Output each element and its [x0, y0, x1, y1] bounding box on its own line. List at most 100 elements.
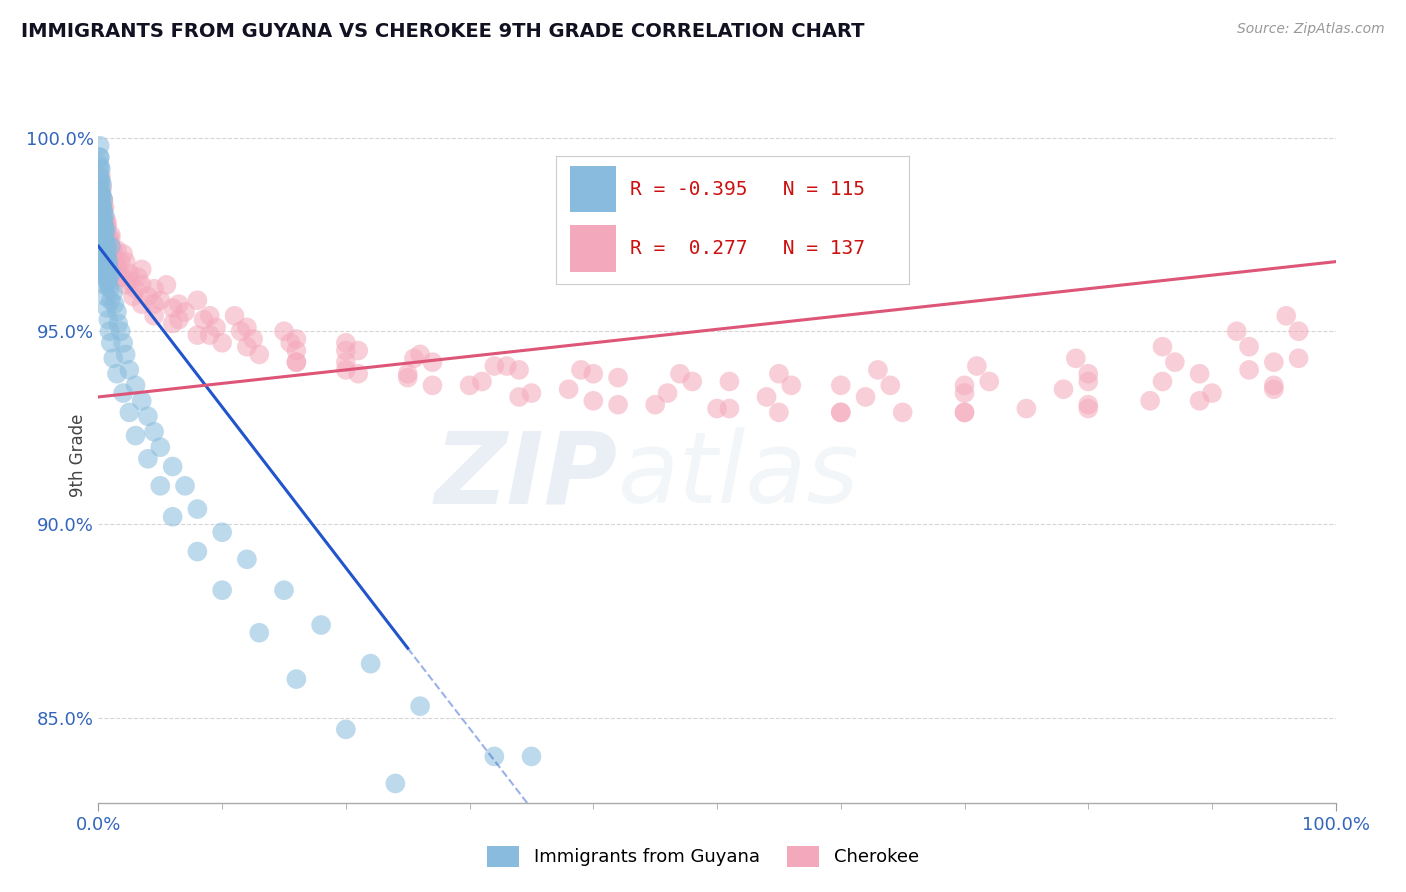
Point — [433, 834, 456, 848]
Point — [1288, 324, 1310, 338]
Point — [768, 367, 790, 381]
Point — [112, 335, 135, 350]
Point — [97, 231, 120, 245]
Point — [89, 169, 111, 184]
Point — [131, 277, 153, 292]
Point — [105, 305, 128, 319]
Point — [90, 161, 112, 176]
Point — [1077, 401, 1099, 416]
Point — [136, 451, 159, 466]
Point — [90, 169, 112, 184]
Point — [89, 158, 111, 172]
Point — [471, 375, 494, 389]
Point — [1237, 340, 1260, 354]
Point — [93, 227, 115, 242]
Point — [94, 247, 117, 261]
Legend: Immigrants from Guyana, Cherokee: Immigrants from Guyana, Cherokee — [479, 838, 927, 874]
Point — [97, 254, 120, 268]
Point — [278, 335, 301, 350]
Point — [93, 216, 115, 230]
Point — [93, 254, 115, 268]
Point — [335, 355, 357, 369]
Point — [100, 231, 122, 245]
Point — [96, 216, 118, 230]
Point — [100, 239, 122, 253]
Point — [114, 277, 136, 292]
Point — [93, 201, 115, 215]
Point — [582, 393, 605, 408]
Point — [335, 335, 357, 350]
Point — [114, 347, 136, 361]
Point — [91, 181, 114, 195]
Point — [90, 208, 112, 222]
Point — [103, 254, 125, 268]
Point — [124, 282, 146, 296]
Point — [110, 324, 132, 338]
Point — [198, 309, 221, 323]
Point — [103, 297, 125, 311]
Point — [335, 723, 357, 737]
Point — [149, 293, 172, 308]
Point — [97, 312, 120, 326]
Point — [1226, 324, 1249, 338]
Point — [273, 583, 295, 598]
Point — [644, 398, 666, 412]
Point — [1077, 398, 1099, 412]
Point — [89, 173, 111, 187]
Point — [98, 270, 121, 285]
Point — [93, 277, 115, 292]
Point — [94, 259, 117, 273]
Point — [335, 343, 357, 358]
Point — [347, 367, 370, 381]
Point — [211, 583, 233, 598]
Point — [118, 274, 141, 288]
Point — [229, 324, 252, 338]
Point — [508, 363, 530, 377]
Point — [186, 293, 208, 308]
Point — [198, 328, 221, 343]
Point — [90, 185, 112, 199]
Point — [93, 212, 115, 227]
Point — [93, 251, 115, 265]
Point — [557, 382, 579, 396]
Point — [953, 405, 976, 419]
Point — [1052, 382, 1074, 396]
Point — [94, 289, 117, 303]
Point — [236, 340, 259, 354]
Point — [105, 243, 128, 257]
Point — [91, 235, 114, 250]
Point — [91, 224, 114, 238]
Point — [94, 270, 117, 285]
Point — [1015, 401, 1038, 416]
Point — [211, 525, 233, 540]
Point — [89, 161, 111, 176]
Point — [93, 231, 115, 245]
Point — [93, 208, 115, 222]
Point — [93, 219, 115, 234]
Point — [706, 401, 728, 416]
Point — [97, 259, 120, 273]
Point — [669, 367, 692, 381]
Point — [105, 367, 128, 381]
Point — [360, 657, 382, 671]
Point — [409, 347, 432, 361]
Text: atlas: atlas — [619, 427, 859, 524]
Point — [110, 270, 132, 285]
Point — [89, 138, 111, 153]
Text: Source: ZipAtlas.com: Source: ZipAtlas.com — [1237, 22, 1385, 37]
Point — [347, 343, 370, 358]
Point — [91, 259, 114, 273]
Point — [273, 324, 295, 338]
Point — [879, 378, 901, 392]
Point — [90, 196, 112, 211]
Point — [93, 254, 115, 268]
Point — [186, 502, 208, 516]
Point — [93, 224, 115, 238]
Point — [97, 231, 120, 245]
Point — [186, 328, 208, 343]
Point — [569, 363, 592, 377]
Point — [118, 363, 141, 377]
Point — [1263, 382, 1285, 396]
Point — [93, 239, 115, 253]
Point — [1152, 340, 1174, 354]
